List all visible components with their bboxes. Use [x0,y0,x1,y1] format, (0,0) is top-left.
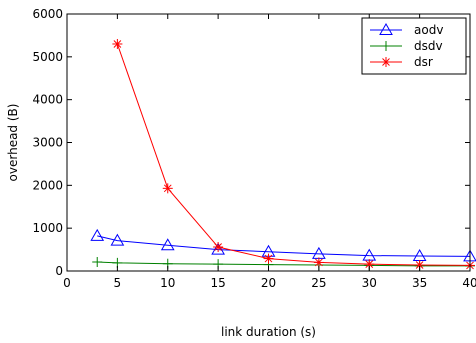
x-tick-label: 5 [114,276,122,290]
y-tick-label: 0 [55,264,63,278]
x-tick-label: 25 [311,276,326,290]
data-point-dsr [112,38,123,49]
series-line-aodv [97,235,471,257]
x-tick-label: 0 [63,276,71,290]
data-point-dsr [213,242,224,253]
x-tick-label: 40 [462,276,476,290]
x-tick-label: 10 [160,276,175,290]
data-point-aodv [312,246,326,259]
data-point-dsr [313,257,324,268]
x-axis-title: link duration (s) [221,325,316,339]
data-point-dsr [162,183,173,194]
legend-marker-dsdv [381,41,391,51]
y-tick-label: 6000 [32,7,63,21]
legend-label-dsdv: dsdv [414,39,443,53]
y-tick-label: 3000 [32,136,63,150]
x-tick-label: 30 [362,276,377,290]
data-point-aodv [110,233,125,246]
x-tick-label: 35 [412,276,427,290]
y-axis-title: overhead (B) [6,104,20,182]
legend: aodv dsdv dsr [361,17,467,75]
legend-marker-aodv [379,22,393,35]
data-point-aodv [90,228,105,241]
data-point-aodv [412,249,427,262]
y-tick-label: 5000 [32,50,63,64]
data-point-dsr [263,253,274,264]
data-point-dsr [414,260,425,271]
data-point-aodv [362,248,377,261]
legend-label-dsr: dsr [414,55,433,69]
data-point-aodv [211,242,225,255]
axis-ticks: 0 5 10 15 20 25 30 35 40 0 1000 2000 3000 4000 5000 600… [32,7,476,290]
x-tick-label: 20 [261,276,276,290]
series-line-dsr [116,43,471,266]
legend-label-aodv: aodv [414,23,443,37]
data-point-aodv [160,238,175,251]
y-tick-label: 1000 [32,221,63,235]
data-point-dsdv [92,257,103,268]
x-tick-label: 15 [210,276,225,290]
y-tick-label: 4000 [32,93,63,107]
y-tick-label: 2000 [32,178,63,192]
legend-marker-dsr [381,57,391,67]
